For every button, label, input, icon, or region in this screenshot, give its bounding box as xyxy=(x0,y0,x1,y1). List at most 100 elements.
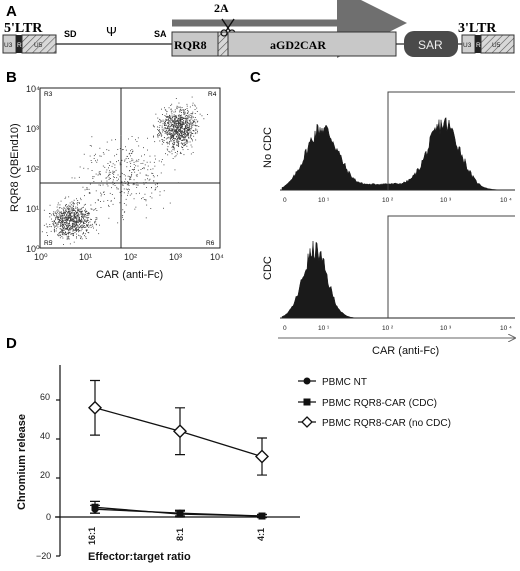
scatter-dot xyxy=(166,128,168,129)
scatter-dot xyxy=(61,221,62,222)
scatter-dot xyxy=(185,121,186,123)
scatter-dot xyxy=(190,153,192,155)
scatter-dot xyxy=(67,225,68,227)
scatter-dot xyxy=(165,116,167,117)
scatter-dot xyxy=(153,136,154,138)
scatter-dot xyxy=(164,132,166,134)
scatter-dot xyxy=(95,224,97,226)
scatter-dot xyxy=(160,132,161,134)
scatter-dot xyxy=(170,138,172,140)
scatter-dot xyxy=(76,202,78,204)
scatter-dot xyxy=(173,149,175,151)
scatter-dot xyxy=(49,213,50,214)
scatter-dot xyxy=(180,137,181,139)
scatter-dot xyxy=(103,192,105,193)
scatter-dot xyxy=(98,233,100,235)
scatter-dot xyxy=(85,236,87,238)
scatter-dot xyxy=(179,135,181,136)
scatter-dot xyxy=(176,105,178,107)
scatter-dot xyxy=(172,137,174,139)
scatter-dot xyxy=(131,149,133,150)
scatter-dot xyxy=(83,213,85,215)
scatter-dot xyxy=(71,219,72,221)
scatter-dot xyxy=(163,140,165,141)
scatter-dot xyxy=(172,158,174,159)
scatter-dot xyxy=(181,136,182,138)
scatter-dot xyxy=(49,224,51,225)
scatter-dot xyxy=(86,188,88,190)
scatter-dot xyxy=(173,116,175,118)
scatter-dot xyxy=(61,228,63,230)
scatter-dot xyxy=(73,233,75,234)
scatter-dot xyxy=(177,128,179,130)
scatter-dot xyxy=(166,113,168,115)
scatter-dot xyxy=(88,213,89,214)
scatter-dot xyxy=(168,107,170,109)
scatter-dot xyxy=(179,125,181,126)
scatter-dot xyxy=(73,241,75,243)
scatter-dot xyxy=(82,233,84,235)
scatter-dot xyxy=(135,193,137,195)
scatter-dot xyxy=(181,132,183,133)
scatter-dot xyxy=(71,201,73,203)
scatter-dot xyxy=(66,206,68,208)
scatter-dot xyxy=(80,213,82,215)
scatter-dot xyxy=(107,185,109,187)
scatter-dot xyxy=(180,123,181,125)
scatter-dot xyxy=(203,118,205,120)
scatter-dot xyxy=(119,162,121,164)
scatter-dot xyxy=(178,120,179,122)
sa-label: SA xyxy=(154,29,167,39)
scatter-dot xyxy=(82,224,84,226)
scatter-dot xyxy=(153,125,155,127)
scatter-dot xyxy=(111,187,112,189)
scatter-dot xyxy=(133,169,134,171)
scatter-dot xyxy=(72,234,74,236)
scatter-dot xyxy=(89,145,91,146)
scatter-dot xyxy=(165,127,167,129)
scatter-dot xyxy=(77,209,78,211)
scatter-dot xyxy=(179,120,181,122)
scatter-dot xyxy=(97,174,99,176)
scatter-dot xyxy=(183,137,185,138)
scatter-dot xyxy=(178,106,180,108)
scatter-dot xyxy=(80,208,82,210)
scatter-dot xyxy=(68,205,70,207)
scatter-dot xyxy=(193,135,195,137)
scatter-dot xyxy=(191,96,193,98)
scatter-dot xyxy=(83,232,84,234)
scatter-dot xyxy=(189,123,191,125)
scatter-dot xyxy=(118,178,119,180)
b-xtick-3: 10³ xyxy=(169,252,182,262)
scatter-dot xyxy=(193,130,195,132)
scatter-dot xyxy=(62,232,64,234)
scatter-dot xyxy=(87,232,89,233)
scatter-dot xyxy=(72,230,74,232)
scatter-dot xyxy=(167,149,169,151)
scatter-dot xyxy=(185,135,187,136)
scatter-dot xyxy=(75,218,77,219)
scatter-dot xyxy=(175,125,177,127)
scatter-dot xyxy=(99,224,100,226)
scatter-dot xyxy=(187,132,189,134)
scatter-dot xyxy=(66,227,67,229)
scatter-dot xyxy=(189,131,191,133)
scatter-dot xyxy=(130,179,132,180)
scatter-dot xyxy=(125,204,127,206)
scatter-dot xyxy=(87,225,88,227)
scatter-dot xyxy=(186,115,188,116)
scatter-dot xyxy=(100,184,101,186)
scatter-dot xyxy=(182,126,183,127)
scatter-dot xyxy=(186,121,188,123)
scatter-dot xyxy=(177,117,179,119)
scatter-dot xyxy=(59,211,61,213)
scatter-dot xyxy=(76,219,78,220)
scatter-dot xyxy=(81,227,83,229)
scatter-dot xyxy=(167,131,169,133)
scatter-dot xyxy=(177,182,179,184)
scatter-dot xyxy=(173,131,175,132)
scatter-dot xyxy=(168,121,170,122)
scatter-dot xyxy=(188,133,190,134)
scatter-dot xyxy=(109,174,111,175)
scatter-dot xyxy=(178,145,180,147)
